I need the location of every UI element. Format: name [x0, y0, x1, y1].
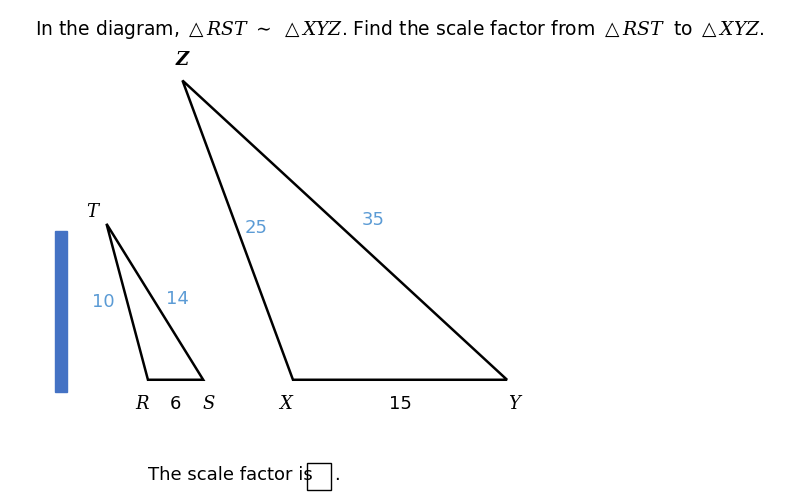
Text: 10: 10	[92, 293, 115, 311]
Text: 15: 15	[389, 395, 411, 413]
Text: Z: Z	[176, 51, 189, 69]
Text: R: R	[136, 395, 149, 413]
Text: X: X	[280, 395, 293, 413]
Text: S: S	[202, 395, 215, 413]
Bar	[54, 231, 67, 392]
Bar	[306, 463, 331, 490]
Text: The scale factor is: The scale factor is	[148, 466, 313, 484]
Text: 14: 14	[166, 290, 189, 308]
Text: Y: Y	[508, 395, 520, 413]
Text: 35: 35	[362, 211, 385, 229]
Text: T: T	[86, 203, 98, 221]
Text: 6: 6	[170, 395, 182, 413]
Text: In the diagram, $\triangle RST$ $\sim$ $\triangle XYZ$. Find the scale factor fr: In the diagram, $\triangle RST$ $\sim$ $…	[35, 18, 765, 41]
Text: .: .	[334, 466, 340, 484]
Text: 25: 25	[245, 219, 268, 236]
